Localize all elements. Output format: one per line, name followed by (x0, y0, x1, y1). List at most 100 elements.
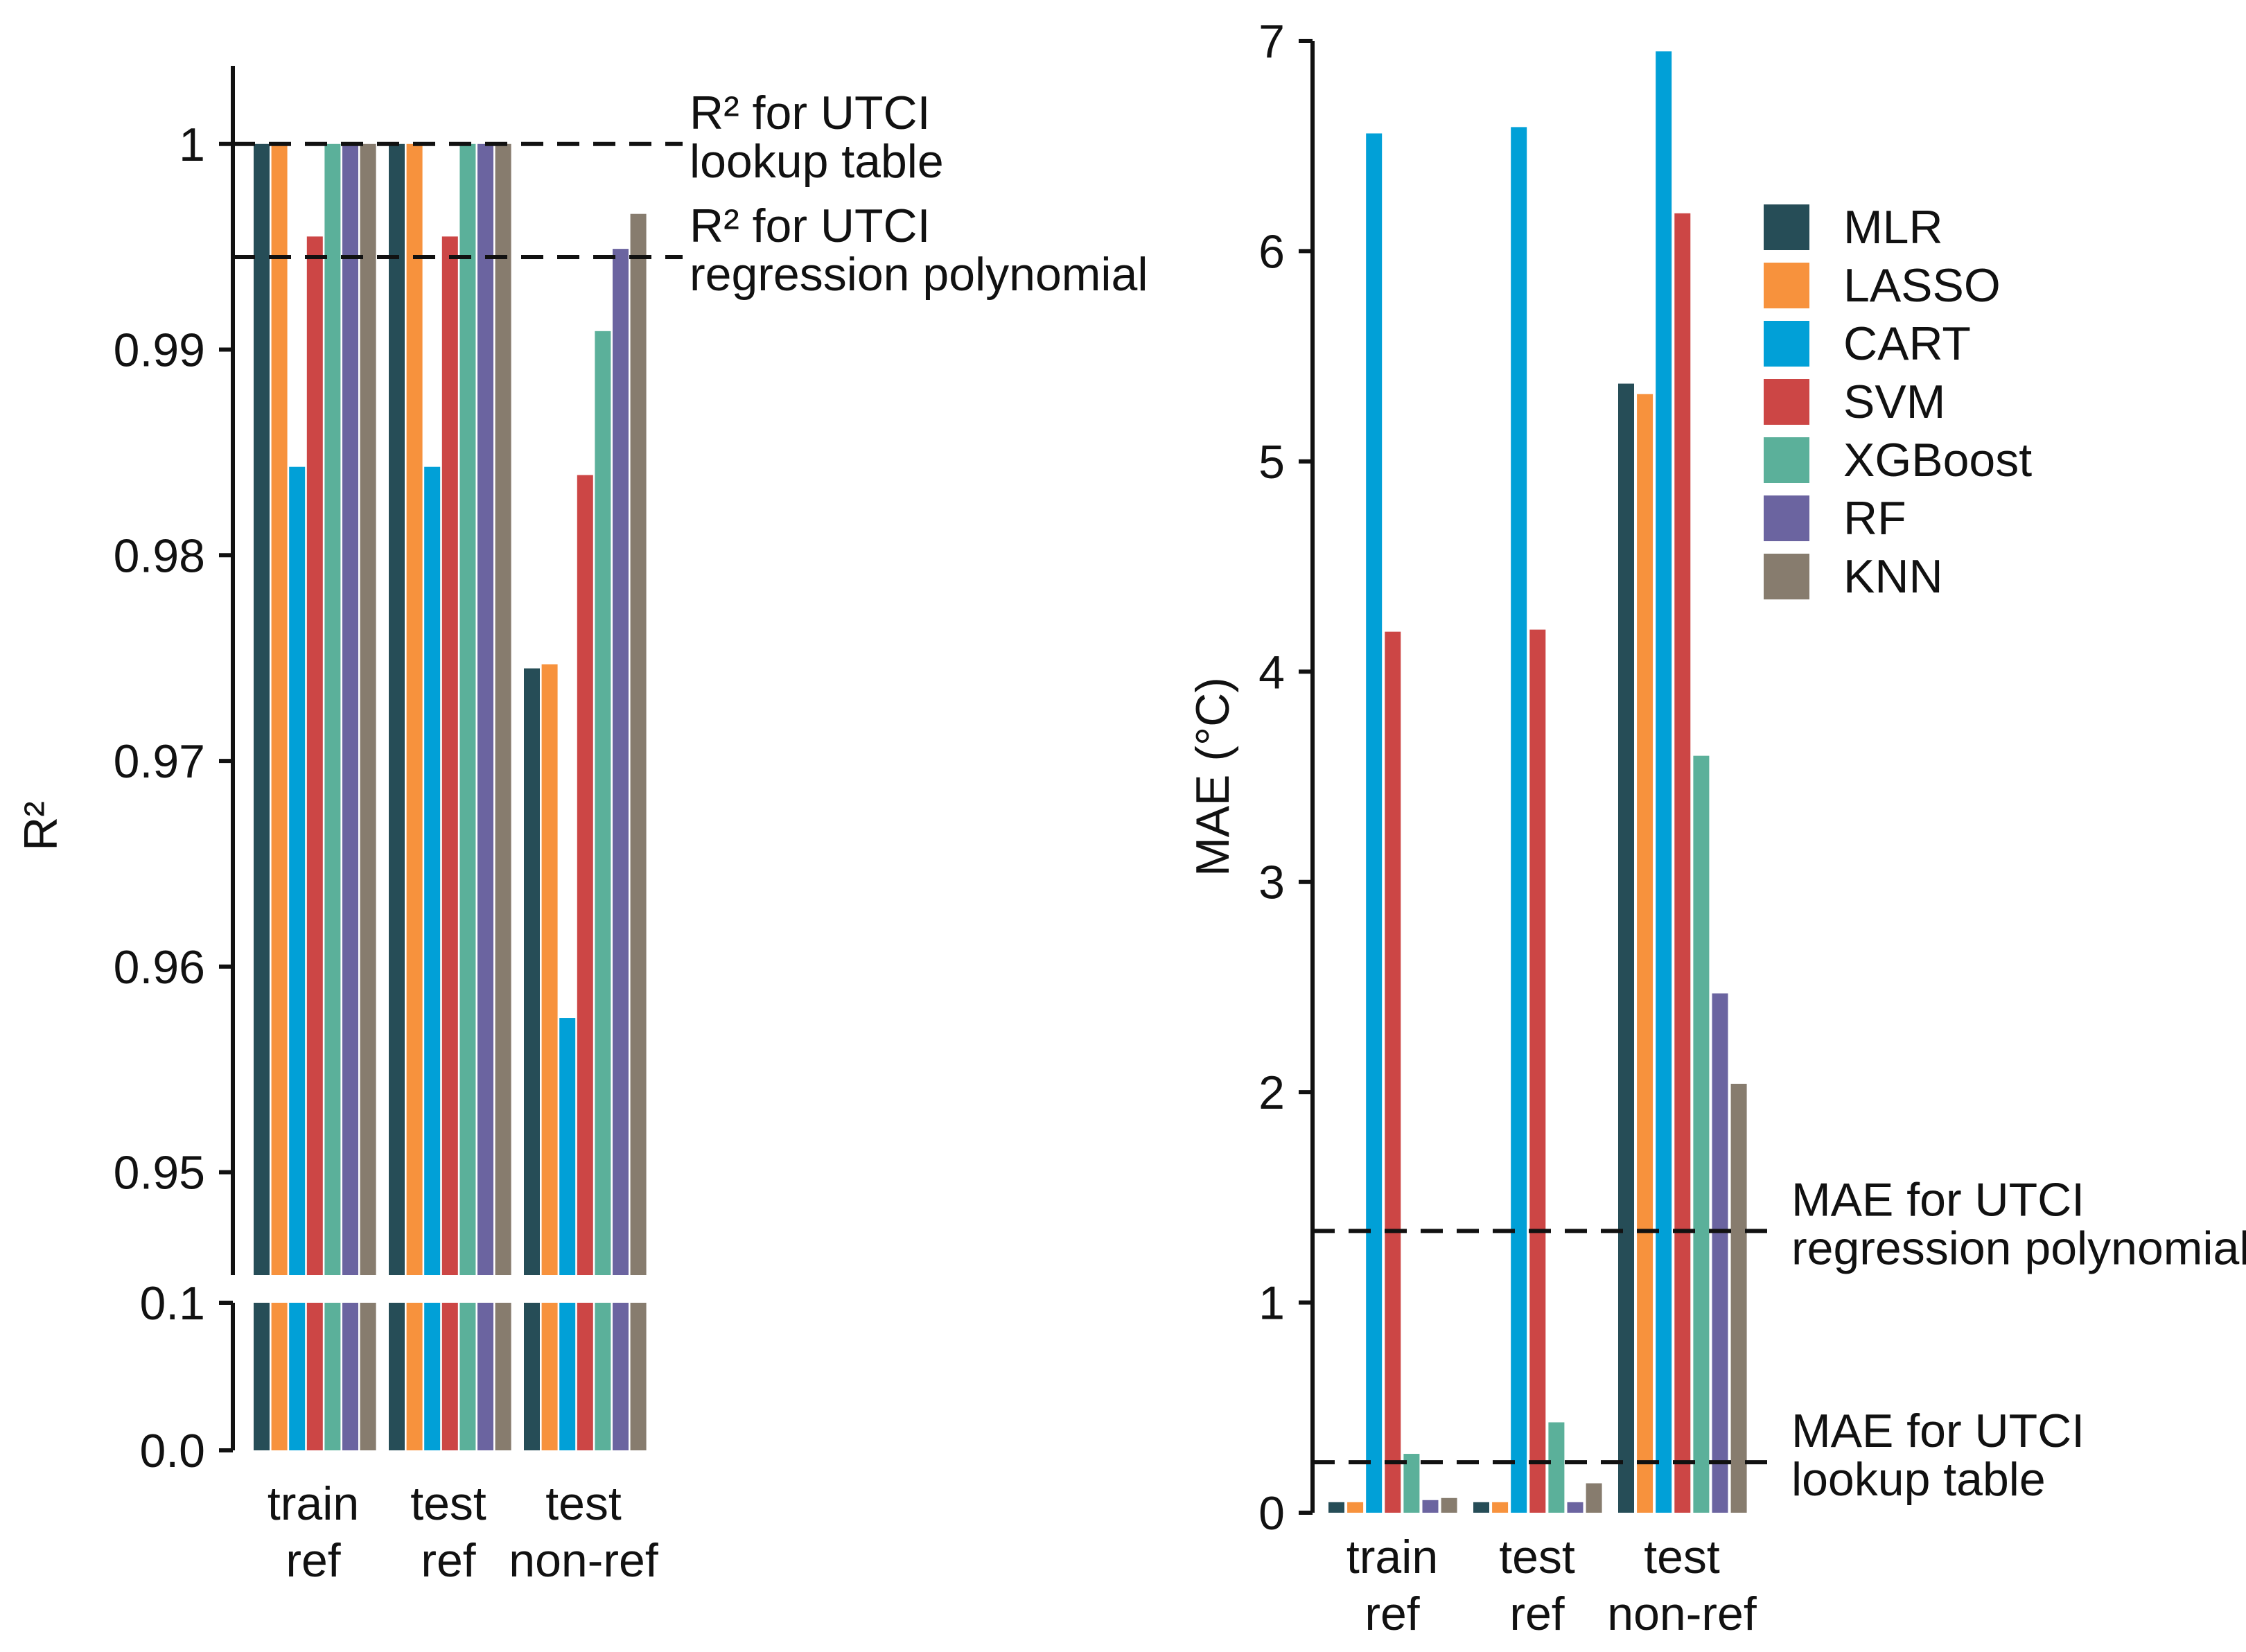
r2-category-label: test (410, 1477, 486, 1530)
r2-tick-label: 0.96 (114, 941, 205, 994)
r2-bar-upper-cart-2 (424, 466, 441, 1275)
mae-bar-knn-3 (1730, 1084, 1747, 1513)
mae-bar-xgboost-3 (1693, 755, 1710, 1513)
legend-swatch-knn (1764, 554, 1809, 599)
r2-category-label: ref (286, 1534, 340, 1587)
legend-label-rf: RF (1843, 492, 1906, 545)
mae-y-axis-title: MAE (°C) (1186, 677, 1239, 877)
r2-bar-upper-svm-1 (306, 236, 323, 1276)
r2-tick-label: 0.97 (114, 735, 205, 788)
r2-bar-lower-svm-3 (577, 1303, 593, 1450)
r2-bar-lower-lasso-2 (406, 1303, 423, 1450)
r2-category-label: ref (421, 1534, 475, 1587)
r2-reference-label: R² for UTCI (690, 87, 931, 139)
mae-bar-cart-3 (1656, 51, 1672, 1513)
r2-bar-lower-mlr-3 (524, 1303, 540, 1450)
mae-bar-knn-1 (1441, 1497, 1457, 1513)
legend-swatch-cart (1764, 321, 1809, 367)
mae-category-label: ref (1509, 1588, 1564, 1640)
mae-category-label: ref (1365, 1588, 1419, 1640)
r2-bar-upper-xgboost-1 (324, 143, 341, 1276)
r2-tick-label: 0.1 (139, 1277, 205, 1330)
r2-tick-label: 0.98 (114, 529, 205, 582)
r2-tick-label: 0.99 (114, 324, 205, 377)
r2-reference-label: regression polynomial (690, 248, 1148, 301)
r2-bar-lower-knn-1 (360, 1303, 376, 1450)
r2-bar-upper-xgboost-3 (595, 331, 611, 1275)
mae-category-label: train (1346, 1531, 1438, 1583)
r2-bar-upper-lasso-1 (271, 143, 288, 1276)
mae-bar-svm-1 (1385, 631, 1401, 1513)
mae-bar-xgboost-1 (1403, 1454, 1420, 1513)
legend-label-xgboost: XGBoost (1843, 434, 2032, 486)
r2-bar-upper-cart-3 (559, 1018, 576, 1275)
legend-label-lasso: LASSO (1843, 259, 2001, 312)
legend-label-cart: CART (1843, 317, 1971, 370)
r2-bar-upper-lasso-2 (406, 143, 423, 1276)
mae-bar-cart-1 (1366, 133, 1383, 1513)
mae-tick-label: 0 (1258, 1487, 1285, 1540)
mae-bar-rf-3 (1712, 993, 1728, 1513)
r2-bar-lower-knn-2 (495, 1303, 511, 1450)
mae-bar-lasso-1 (1347, 1502, 1364, 1513)
mae-bar-knn-2 (1586, 1483, 1602, 1513)
mae-bar-lasso-2 (1492, 1502, 1509, 1513)
mae-reference-label: regression polynomial (1791, 1222, 2246, 1274)
legend-label-knn: KNN (1843, 550, 1943, 603)
r2-bar-upper-mlr-1 (254, 143, 270, 1276)
r2-bar-lower-rf-3 (613, 1303, 629, 1450)
r2-bar-upper-xgboost-2 (459, 143, 476, 1276)
mae-category-label: non-ref (1607, 1588, 1757, 1640)
mae-reference-label: MAE for UTCI (1791, 1173, 2085, 1226)
mae-bar-mlr-1 (1328, 1502, 1344, 1513)
r2-bar-lower-rf-1 (342, 1303, 358, 1450)
mae-bar-lasso-3 (1637, 394, 1653, 1513)
r2-bar-upper-knn-2 (495, 143, 511, 1276)
r2-bar-lower-mlr-1 (254, 1303, 270, 1450)
r2-reference-label: lookup table (690, 135, 944, 188)
r2-bar-lower-lasso-1 (271, 1303, 288, 1450)
mae-tick-label: 2 (1258, 1066, 1285, 1119)
r2-bar-upper-knn-3 (630, 213, 647, 1275)
r2-bar-upper-mlr-2 (389, 143, 405, 1276)
r2-bar-lower-cart-2 (424, 1303, 441, 1450)
r2-tick-label: 1 (179, 118, 205, 171)
mae-tick-label: 6 (1258, 225, 1285, 278)
mae-bar-mlr-3 (1618, 383, 1634, 1513)
legend-swatch-svm (1764, 379, 1809, 425)
r2-tick-label: 0.0 (139, 1425, 205, 1477)
r2-bar-lower-cart-1 (289, 1303, 306, 1450)
r2-bar-lower-svm-2 (441, 1303, 458, 1450)
mae-tick-label: 4 (1258, 646, 1285, 698)
r2-reference-label: R² for UTCI (690, 200, 931, 252)
r2-bar-upper-lasso-3 (541, 664, 558, 1275)
r2-bar-lower-xgboost-3 (595, 1303, 611, 1450)
mae-tick-label: 5 (1258, 436, 1285, 489)
legend-label-mlr: MLR (1843, 201, 1943, 254)
r2-y-axis-title: R² (15, 801, 67, 851)
mae-reference-label: MAE for UTCI (1791, 1405, 2085, 1457)
legend-label-svm: SVM (1843, 376, 1945, 428)
r2-bar-upper-svm-3 (577, 475, 593, 1275)
r2-category-label: non-ref (509, 1534, 658, 1587)
r2-category-label: train (267, 1477, 359, 1530)
r2-bar-upper-knn-1 (360, 143, 376, 1276)
r2-bar-upper-rf-3 (613, 249, 629, 1275)
r2-bar-upper-rf-1 (342, 143, 358, 1276)
mae-bar-rf-2 (1567, 1502, 1583, 1513)
mae-tick-label: 7 (1258, 15, 1285, 68)
mae-category-label: test (1499, 1531, 1575, 1583)
legend-swatch-xgboost (1764, 437, 1809, 483)
r2-bar-lower-svm-1 (306, 1303, 323, 1450)
mae-category-label: test (1644, 1531, 1720, 1583)
mae-bar-svm-2 (1529, 629, 1546, 1513)
r2-bar-lower-xgboost-1 (324, 1303, 341, 1450)
r2-tick-label: 0.95 (114, 1147, 205, 1200)
mae-bar-mlr-2 (1473, 1502, 1489, 1513)
r2-bar-lower-xgboost-2 (459, 1303, 476, 1450)
r2-bar-lower-cart-3 (559, 1303, 576, 1450)
mae-bar-xgboost-2 (1548, 1422, 1565, 1513)
r2-bar-upper-mlr-3 (524, 668, 540, 1275)
